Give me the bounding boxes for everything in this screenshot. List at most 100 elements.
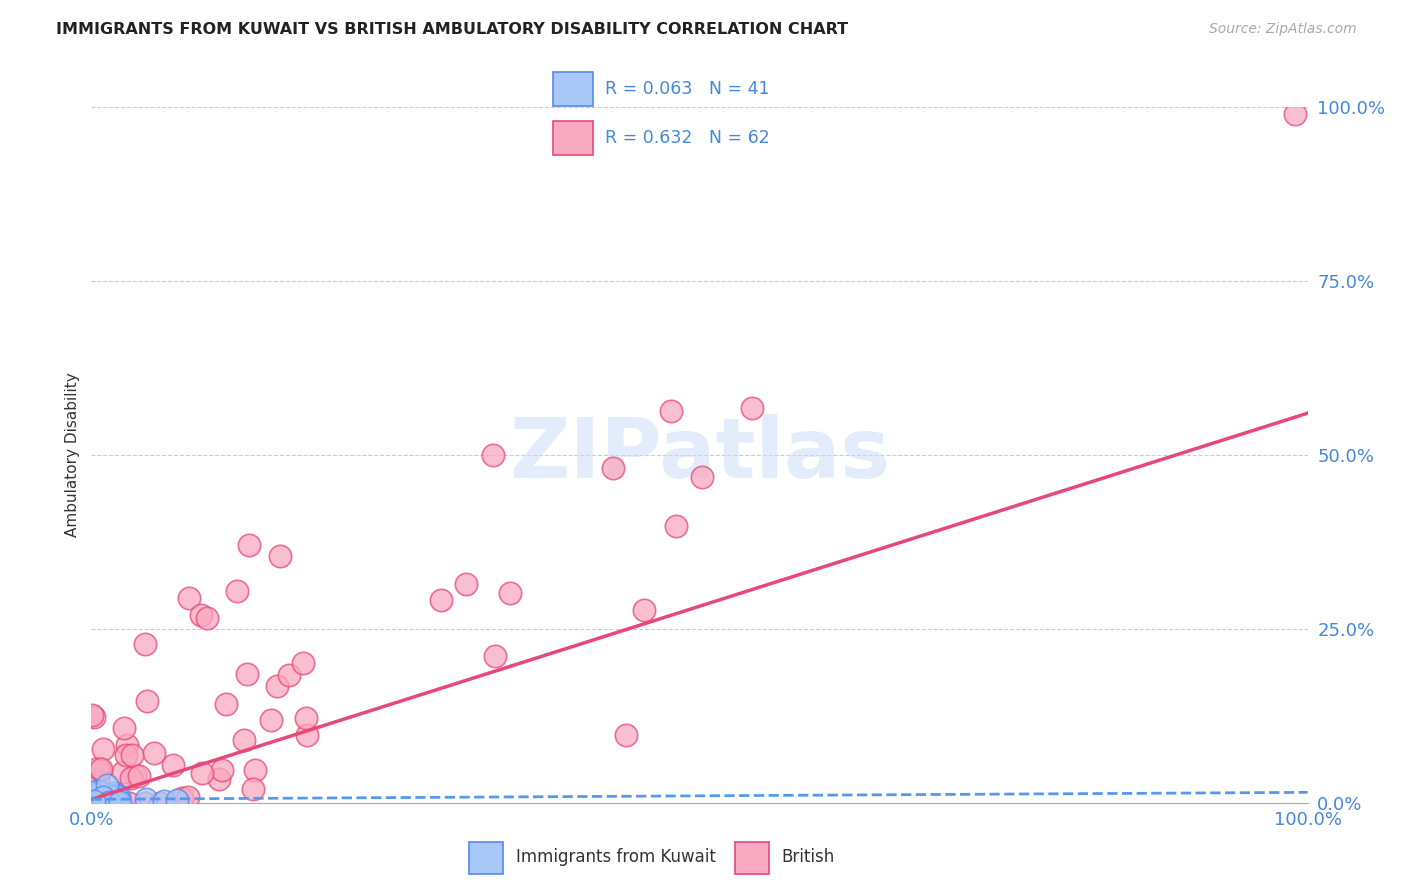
Point	[80, 796, 103, 810]
Point	[602, 461, 624, 475]
FancyBboxPatch shape	[734, 842, 769, 874]
Point	[135, 694, 157, 708]
Point	[177, 591, 200, 605]
Point	[108, 795, 131, 809]
Point	[103, 785, 125, 799]
Point	[105, 789, 128, 804]
Point	[211, 763, 233, 777]
Point	[96, 796, 118, 810]
Point	[690, 470, 713, 484]
Point	[115, 738, 138, 752]
Point	[98, 796, 121, 810]
Text: Immigrants from Kuwait: Immigrants from Kuwait	[516, 847, 716, 866]
Point	[107, 796, 129, 810]
Point	[84, 791, 107, 805]
Point	[83, 710, 105, 724]
Point	[89, 793, 111, 807]
Point	[134, 796, 156, 810]
Point	[484, 649, 506, 664]
Point	[90, 762, 112, 776]
Point	[208, 772, 231, 786]
Point	[89, 763, 111, 777]
Point	[89, 785, 111, 799]
Text: R = 0.063   N = 41: R = 0.063 N = 41	[605, 79, 769, 97]
Point	[83, 792, 105, 806]
Point	[89, 789, 111, 804]
Point	[82, 796, 104, 810]
Point	[101, 792, 124, 806]
Point	[84, 793, 107, 807]
Point	[245, 763, 267, 777]
Point	[238, 538, 260, 552]
Point	[260, 713, 283, 727]
Text: ZIPatlas: ZIPatlas	[509, 415, 890, 495]
FancyBboxPatch shape	[554, 121, 593, 155]
Point	[190, 607, 212, 622]
Point	[454, 576, 477, 591]
Point	[98, 795, 121, 809]
Point	[135, 792, 157, 806]
Point	[481, 448, 503, 462]
Point	[291, 656, 314, 670]
Point	[87, 775, 110, 789]
Point	[269, 549, 291, 563]
Point	[93, 789, 115, 803]
Point	[659, 404, 682, 418]
Point	[91, 796, 114, 810]
Point	[277, 668, 299, 682]
Point	[124, 768, 146, 782]
Point	[87, 783, 110, 797]
Point	[87, 791, 110, 805]
Point	[90, 794, 112, 808]
Point	[82, 708, 104, 723]
Point	[115, 747, 138, 762]
Point	[633, 603, 655, 617]
Point	[1284, 107, 1306, 121]
Point	[96, 778, 118, 792]
Point	[121, 747, 143, 762]
Point	[741, 401, 763, 415]
Point	[226, 583, 249, 598]
Point	[82, 795, 104, 809]
Point	[120, 772, 142, 786]
Point	[430, 593, 453, 607]
Point	[87, 795, 110, 809]
Point	[91, 793, 114, 807]
Point	[91, 742, 114, 756]
Point	[101, 790, 124, 805]
Point	[266, 679, 288, 693]
Point	[191, 765, 214, 780]
Point	[83, 790, 105, 805]
Point	[103, 789, 125, 803]
Point	[143, 746, 166, 760]
Point	[242, 782, 264, 797]
Point	[86, 793, 108, 807]
Point	[134, 637, 156, 651]
Point	[664, 519, 686, 533]
Text: IMMIGRANTS FROM KUWAIT VS BRITISH AMBULATORY DISABILITY CORRELATION CHART: IMMIGRANTS FROM KUWAIT VS BRITISH AMBULA…	[56, 22, 848, 37]
Point	[162, 757, 184, 772]
Point	[93, 790, 115, 805]
FancyBboxPatch shape	[470, 842, 503, 874]
Point	[166, 793, 188, 807]
Point	[89, 791, 111, 805]
Point	[172, 791, 194, 805]
Point	[297, 728, 319, 742]
Point	[498, 585, 520, 599]
Y-axis label: Ambulatory Disability: Ambulatory Disability	[65, 373, 80, 537]
Point	[128, 770, 150, 784]
Point	[83, 788, 105, 802]
Point	[89, 786, 111, 800]
Point	[82, 788, 104, 802]
Point	[149, 796, 172, 810]
Point	[96, 794, 118, 808]
Point	[614, 728, 637, 742]
Text: Source: ZipAtlas.com: Source: ZipAtlas.com	[1209, 22, 1357, 37]
Point	[195, 611, 218, 625]
Point	[87, 761, 110, 775]
Point	[101, 795, 124, 809]
Point	[294, 711, 316, 725]
Point	[112, 721, 135, 735]
Point	[153, 794, 176, 808]
Point	[236, 666, 259, 681]
